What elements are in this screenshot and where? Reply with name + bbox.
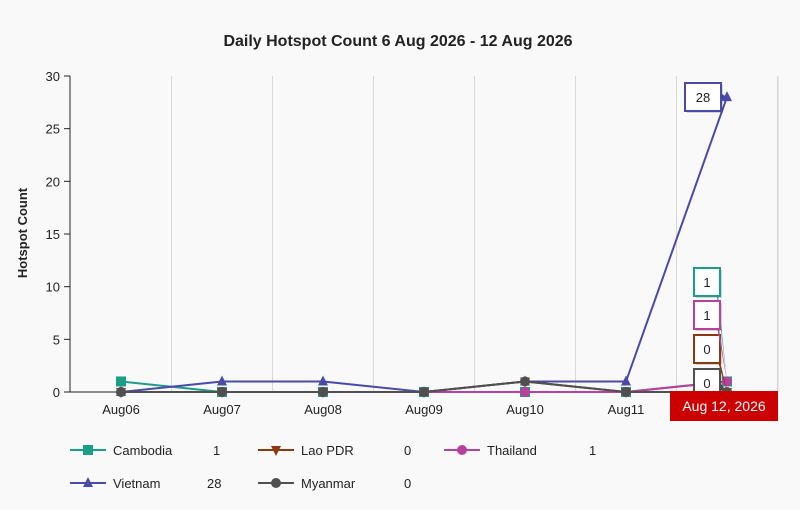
chart-title: Daily Hotspot Count 6 Aug 2026 - 12 Aug … <box>223 33 572 50</box>
callout-label: 0 <box>703 342 710 357</box>
x-tick-label: Aug09 <box>405 402 443 417</box>
callout-label: 1 <box>703 275 710 290</box>
data-point <box>116 376 126 387</box>
legend-value: 1 <box>589 443 596 458</box>
callout-label: 28 <box>696 90 710 105</box>
data-point <box>722 91 732 102</box>
tooltip-box <box>670 391 778 421</box>
legend-name: Myanmar <box>301 476 356 491</box>
callout-label: 0 <box>703 376 710 391</box>
grid-layer <box>171 76 779 392</box>
legend-item-thailand: Thailand 1 <box>444 443 596 458</box>
series-line <box>120 96 728 394</box>
legend-name: Thailand <box>487 443 537 458</box>
legend-marker <box>271 478 281 488</box>
legend-name: Vietnam <box>113 476 160 491</box>
series-vietnam <box>116 91 732 396</box>
legend-value: 0 <box>404 476 411 491</box>
legend-name: Cambodia <box>113 443 173 458</box>
x-tick-label: Aug07 <box>203 402 241 417</box>
data-point <box>621 375 631 386</box>
data-point <box>116 387 126 397</box>
data-point <box>318 375 328 386</box>
y-tick-label: 15 <box>46 227 60 242</box>
tooltip-label: Aug 12, 2026 <box>682 398 766 414</box>
data-point <box>520 387 530 397</box>
data-point <box>621 387 631 397</box>
data-point <box>217 375 227 386</box>
callout-lao-pdr: 0 <box>693 334 727 392</box>
data-point <box>318 387 328 397</box>
callout-label: 1 <box>703 308 710 323</box>
legend-value: 0 <box>404 443 411 458</box>
legend-marker <box>457 445 467 455</box>
legend-value: 1 <box>213 443 220 458</box>
y-tick-label: 10 <box>46 280 60 295</box>
legend-marker <box>271 446 281 456</box>
series-layer <box>116 91 732 398</box>
x-tick-label: Aug10 <box>506 402 544 417</box>
y-tick-label: 5 <box>53 332 60 347</box>
legend-marker <box>83 445 93 455</box>
y-tick-label: 0 <box>53 385 60 400</box>
callout-thailand: 1 <box>693 300 727 382</box>
legend-item-myanmar: Myanmar 0 <box>258 476 411 491</box>
callout-vietnam: 28 <box>684 82 727 113</box>
legend-value: 28 <box>207 476 221 491</box>
data-point <box>419 387 429 397</box>
data-point <box>217 387 227 397</box>
date-tooltip: Aug 12, 2026 <box>670 391 778 421</box>
legend-item-lao-pdr: Lao PDR 0 <box>258 443 411 458</box>
callout-box <box>684 82 722 112</box>
x-tick-label: Aug08 <box>304 402 342 417</box>
x-tick-label: Aug11 <box>608 402 645 417</box>
y-tick-label: 20 <box>46 174 60 189</box>
legend-name: Lao PDR <box>301 443 354 458</box>
callout-box <box>693 267 721 297</box>
x-tick-label: Aug06 <box>102 402 140 417</box>
y-tick-label: 25 <box>46 122 60 137</box>
y-tick-label: 30 <box>46 69 60 84</box>
legend-item-cambodia: Cambodia 1 <box>70 443 220 458</box>
data-point <box>520 376 530 387</box>
callout-layer: 1 0 1 28 0 Aug 12, 2026 <box>670 82 778 421</box>
callout-box <box>693 300 721 330</box>
legend-marker <box>83 477 93 487</box>
legend-item-vietnam: Vietnam 28 <box>70 476 221 491</box>
callout-box <box>693 334 721 364</box>
legend: Cambodia 1 Lao PDR 0 Thailand 1 Vietnam 28 Myanm… <box>70 443 596 491</box>
y-axis-label: Hotspot Count <box>15 187 30 278</box>
